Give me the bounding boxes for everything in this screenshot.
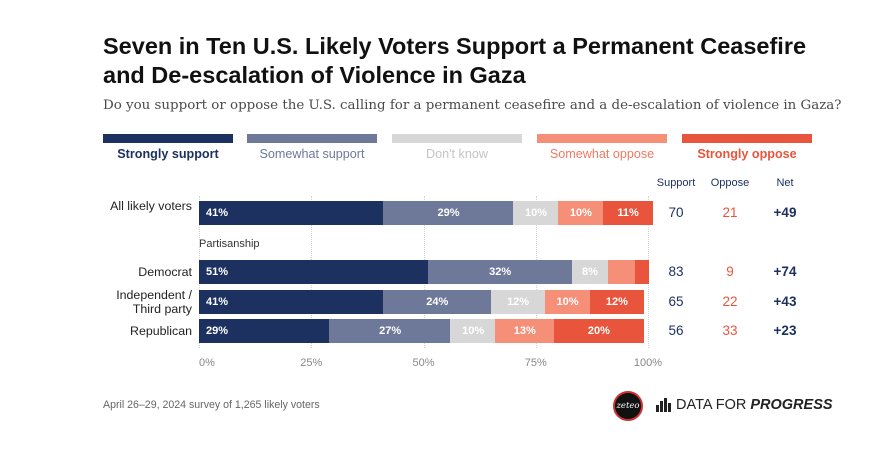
legend-item-strongly-oppose: Strongly oppose <box>682 134 812 164</box>
legend-swatch-strongly-support <box>103 134 233 143</box>
bar-chart-icon <box>656 398 672 412</box>
bar-segment-strongly-oppose: 11% <box>603 201 654 225</box>
dfp-bold-text: PROGRESS <box>750 397 833 413</box>
net-value: +74 <box>773 264 797 279</box>
bar-segment-strongly-oppose: 20% <box>553 319 645 343</box>
oppose-column-header: Oppose <box>710 177 750 189</box>
legend-swatch-don-t-know <box>392 134 522 143</box>
chart-subtitle: Do you support or oppose the U.S. callin… <box>103 98 842 113</box>
legend-swatch-somewhat-oppose <box>537 134 667 143</box>
legend-item-somewhat-support: Somewhat support <box>247 134 377 164</box>
oppose-value: 22 <box>722 294 738 309</box>
bar-segment-somewhat-oppose <box>607 260 636 284</box>
oppose-value: 9 <box>726 264 734 279</box>
legend-item-strongly-support: Strongly support <box>103 134 233 164</box>
bar-segment-don-t-know: 8% <box>571 260 609 284</box>
x-tick-label: 25% <box>300 357 323 369</box>
x-tick-label: 100% <box>633 357 663 369</box>
bar-segment-somewhat-oppose: 10% <box>558 201 604 225</box>
support-value: 83 <box>668 264 684 279</box>
oppose-value: 21 <box>722 205 738 220</box>
legend-label-strongly-oppose: Strongly oppose <box>697 147 797 161</box>
net-column-header: Net <box>776 177 794 189</box>
row-label-all-likely-voters: All likely voters <box>110 199 192 213</box>
bar-segment-strongly-support: 41% <box>199 290 384 314</box>
bar-segment-strongly-oppose <box>634 260 649 284</box>
bar-segment-don-t-know: 10% <box>513 201 559 225</box>
row-label-democrat: Democrat <box>138 265 192 279</box>
bar-segment-don-t-know: 12% <box>490 290 546 314</box>
chart-title: Seven in Ten U.S. Likely Voters Support … <box>103 33 807 88</box>
zeteo-logo-text: zeteo <box>616 401 640 411</box>
bar-segment-strongly-support: 29% <box>199 319 330 343</box>
data-for-progress-logo: DATA FOR PROGRESS <box>656 397 833 413</box>
x-tick-label: 0% <box>199 357 215 369</box>
legend-swatch-somewhat-support <box>247 134 377 143</box>
legend-swatch-strongly-oppose <box>682 134 812 143</box>
bar-segment-don-t-know: 10% <box>450 319 496 343</box>
x-tick-label: 50% <box>412 357 435 369</box>
bar-segment-somewhat-oppose: 10% <box>544 290 591 314</box>
bar-segment-strongly-oppose: 12% <box>589 290 645 314</box>
bar-segment-somewhat-support: 32% <box>427 260 573 284</box>
bar-segment-somewhat-oppose: 13% <box>495 319 555 343</box>
net-value: +43 <box>773 294 797 309</box>
bar-segment-strongly-support: 51% <box>199 260 429 284</box>
support-value: 65 <box>668 294 684 309</box>
bar-segment-somewhat-support: 27% <box>329 319 452 343</box>
row-label-independent-third-party: Independent / Third party <box>116 288 192 316</box>
support-value: 56 <box>668 323 684 338</box>
dfp-regular-text: DATA FOR <box>676 397 747 413</box>
legend-item-don-t-know: Don't know <box>392 134 522 164</box>
legend-label-strongly-support: Strongly support <box>117 147 219 161</box>
bar-segment-somewhat-support: 24% <box>383 290 492 314</box>
legend-label-don-t-know: Don't know <box>426 147 488 161</box>
legend-label-somewhat-support: Somewhat support <box>259 147 365 161</box>
net-value: +49 <box>773 205 797 220</box>
bar-segment-strongly-support: 41% <box>199 201 384 225</box>
legend-item-somewhat-oppose: Somewhat oppose <box>537 134 667 164</box>
row-label-republican: Republican <box>130 324 192 338</box>
x-tick-label: 75% <box>524 357 547 369</box>
legend-label-somewhat-oppose: Somewhat oppose <box>549 147 655 161</box>
net-value: +23 <box>773 323 797 338</box>
footnote: April 26–29, 2024 survey of 1,265 likely… <box>103 399 320 411</box>
support-value: 70 <box>668 205 684 220</box>
bar-segment-somewhat-support: 29% <box>383 201 514 225</box>
oppose-value: 33 <box>722 323 738 338</box>
support-column-header: Support <box>656 177 696 189</box>
section-label-partisanship: Partisanship <box>199 238 260 250</box>
zeteo-logo: zeteo <box>613 391 643 421</box>
